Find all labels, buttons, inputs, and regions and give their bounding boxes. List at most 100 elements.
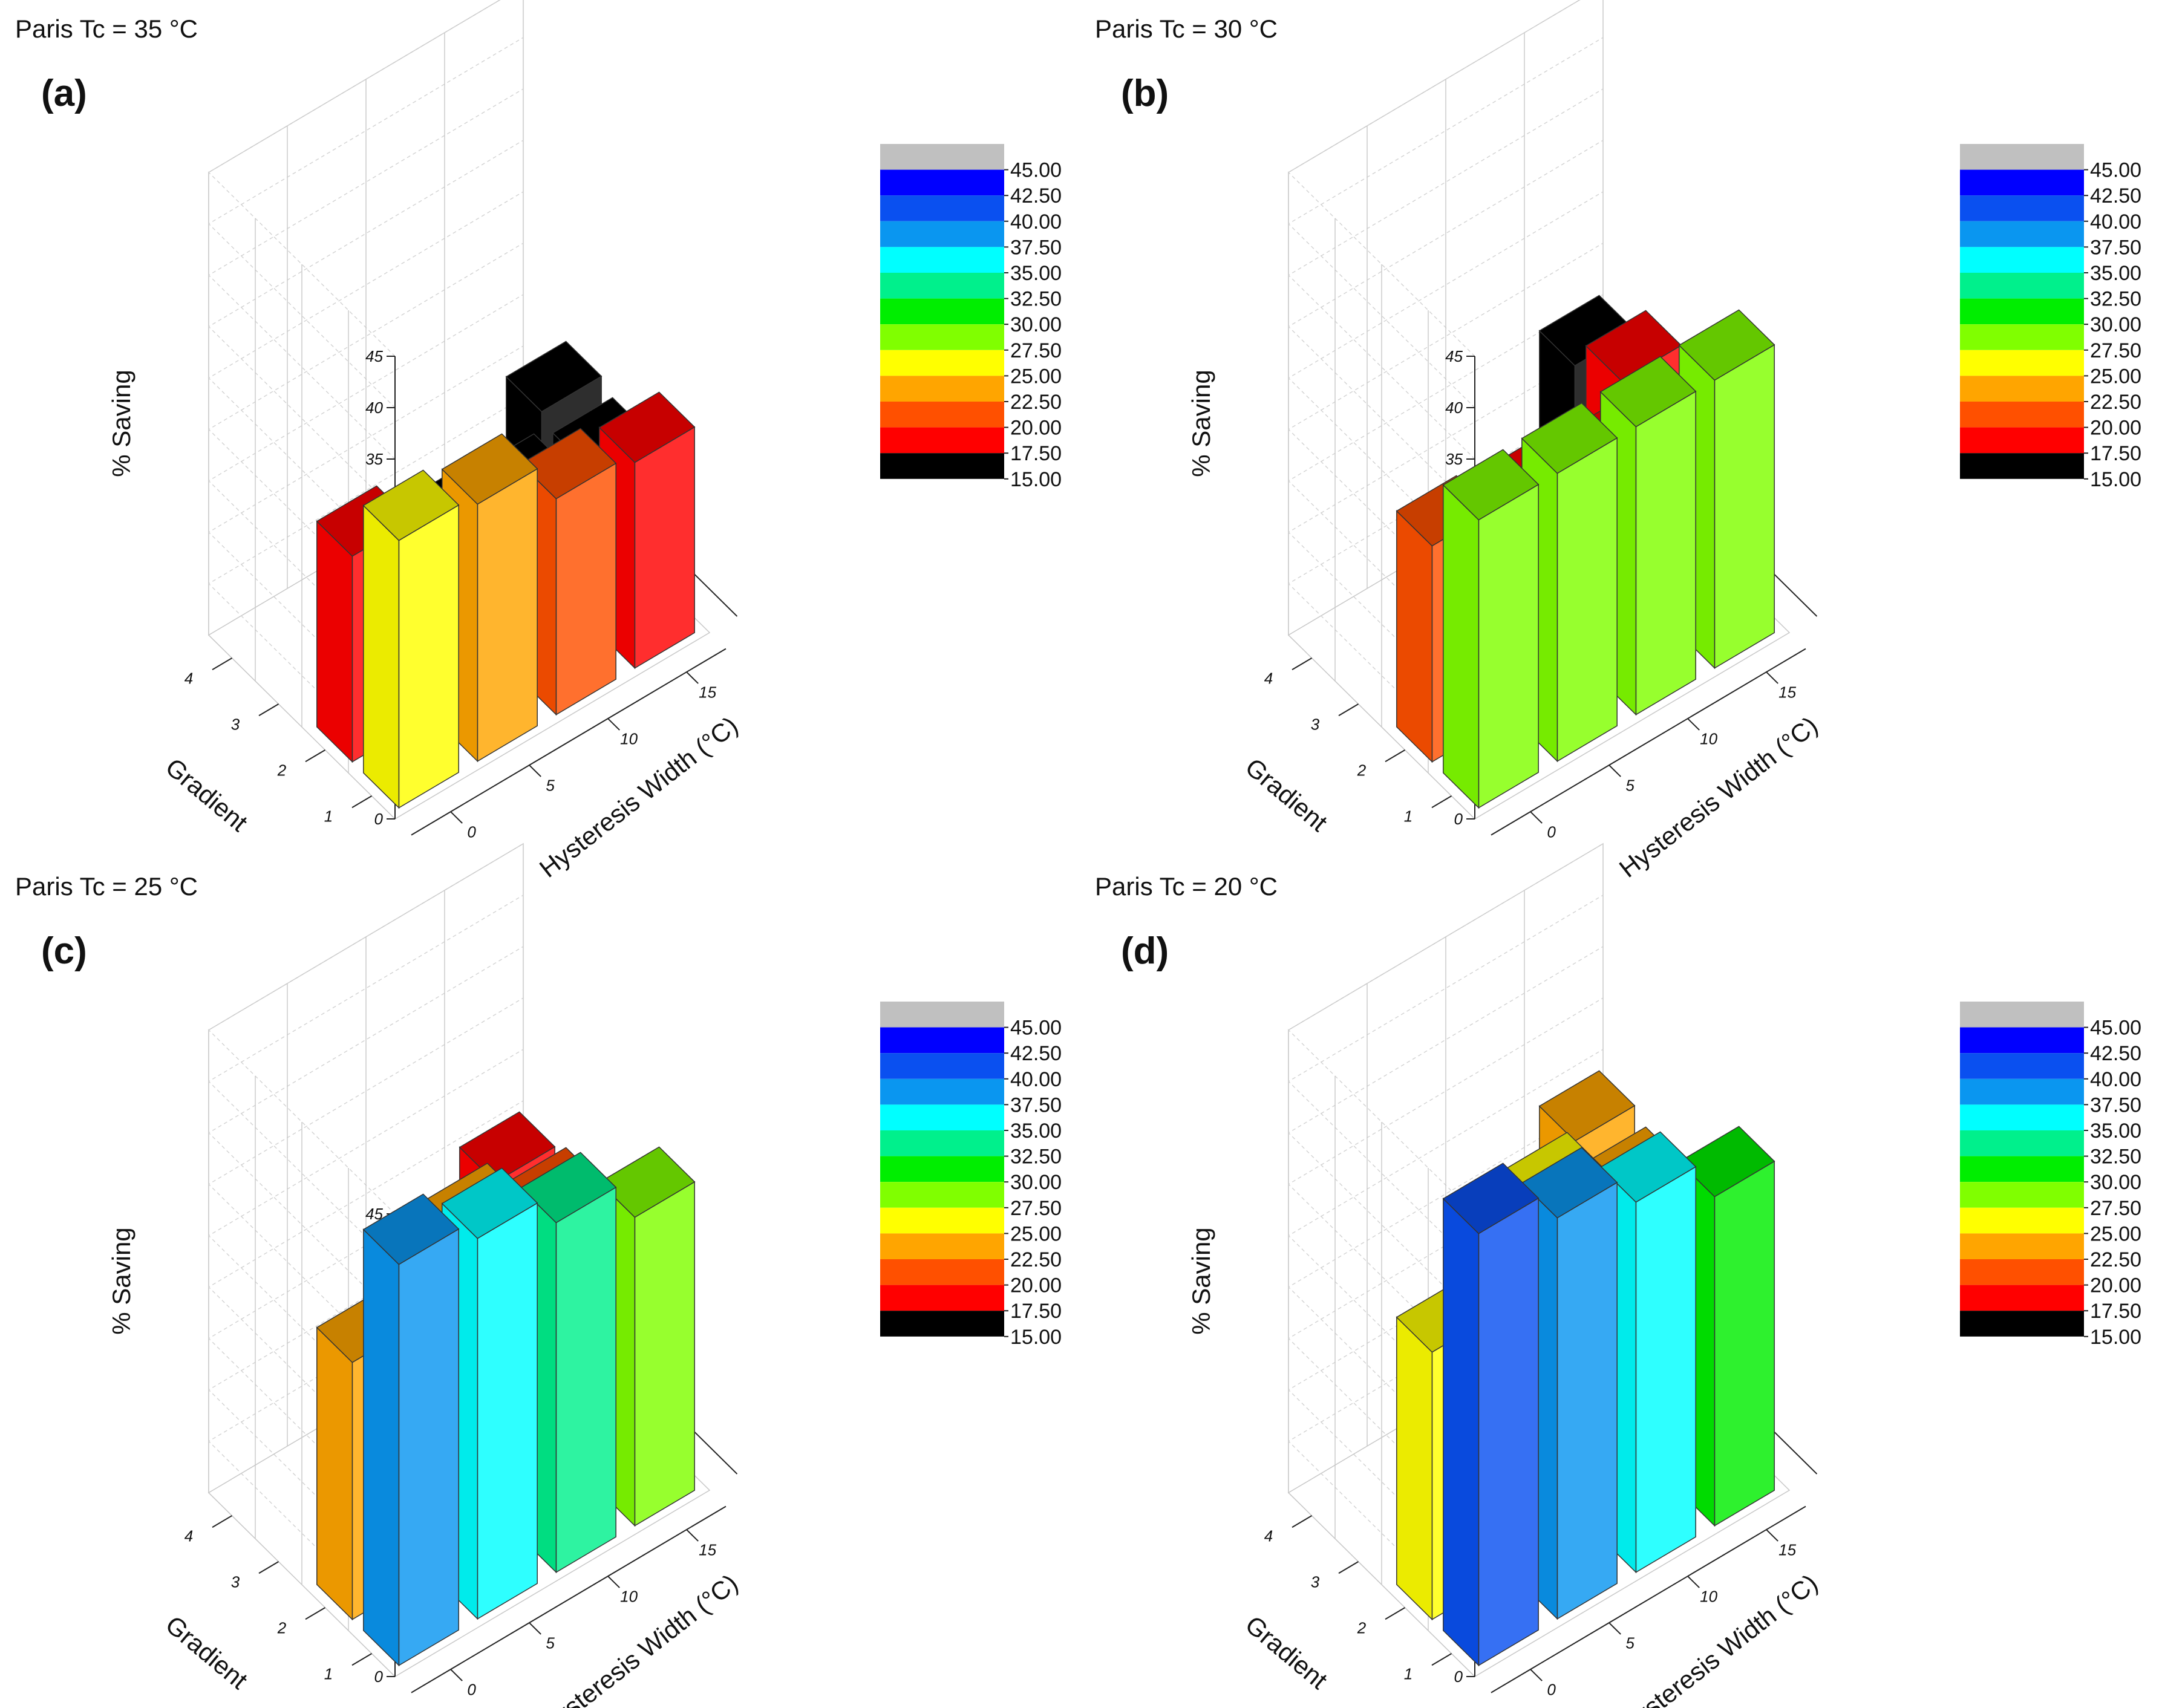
colorbar-swatch [1960, 1233, 2084, 1259]
gridline [207, 88, 524, 460]
bar-face-top [362, 469, 460, 541]
gradient-tick [212, 657, 233, 671]
colorbar-swatch [880, 1027, 1004, 1054]
colorbar-swatch [1960, 1182, 2084, 1208]
colorbar-label: 45.00 [2090, 159, 2141, 182]
gridline [207, 843, 524, 1214]
hysteresis-tick [1608, 764, 1621, 777]
hysteresis-tick-label: 5 [546, 1634, 555, 1652]
colorbar-swatch [1960, 1130, 2084, 1156]
bar-face-top [598, 1146, 696, 1218]
gradient-tick [305, 1607, 326, 1620]
colorbar-label: 35.00 [1010, 262, 1062, 285]
colorbar-label: 27.50 [2090, 339, 2141, 362]
bar-face-left [1556, 437, 1618, 762]
gridline [1287, 843, 1604, 1214]
colorbar-swatch [880, 1207, 1004, 1234]
colorbar-label: 32.50 [2090, 1146, 2141, 1169]
bar-face-right [1443, 484, 1480, 809]
panel-title: Paris Tc = 25 °C [15, 872, 198, 901]
colorbar-swatch [1960, 324, 2084, 350]
gradient-tick [212, 1515, 233, 1528]
hysteresis-tick-label: 10 [1700, 1587, 1717, 1605]
bar-face-right [316, 1326, 353, 1621]
gradient-axis-line [1491, 1505, 1806, 1693]
hysteresis-tick-label: 5 [546, 776, 555, 794]
bar-face-left [1714, 1160, 1775, 1527]
colorbar-label: 30.00 [1010, 1171, 1062, 1194]
colorbar-swatch [880, 1156, 1004, 1182]
bar-face-left [634, 426, 695, 669]
colorbar-swatch [880, 1233, 1004, 1259]
colorbar-swatch [1960, 402, 2084, 428]
gradient-tick-label: 3 [231, 1573, 240, 1591]
gridline [1287, 946, 1604, 1317]
bar-face-top [1678, 309, 1775, 381]
hysteresis-tick [529, 1622, 541, 1635]
colorbar-swatch [880, 1285, 1004, 1311]
panel-title: Paris Tc = 20 °C [1095, 872, 1278, 901]
colorbar-label: 37.50 [2090, 1094, 2141, 1116]
bar-face-top [441, 433, 538, 505]
z-axis-title: % Saving [1187, 1227, 1215, 1334]
bar-face-top [1521, 402, 1618, 474]
colorbar-swatch [1960, 427, 2084, 454]
bar-1-0 [362, 1193, 460, 1667]
bar-face-left [477, 468, 538, 762]
bar-1-0 [1442, 449, 1540, 809]
gridline [207, 997, 524, 1369]
colorbar-label: 32.50 [1010, 1146, 1062, 1169]
gradient-tick [258, 703, 279, 717]
bar-face-top [1599, 356, 1697, 428]
bar-face-right [1396, 1316, 1433, 1621]
gradient-tick-label: 4 [185, 669, 193, 687]
chart-panel-b: Paris Tc = 30 °C(b)051015202530354045% S… [1095, 0, 2141, 883]
bar-face-top [520, 1152, 617, 1224]
hysteresis-axis-title: Hysteresis Width (°C) [534, 1568, 743, 1708]
colorbar-swatch [880, 221, 1004, 247]
gridline [1287, 191, 1604, 562]
gradient-tick-label: 3 [231, 715, 240, 733]
hysteresis-tick-label: 0 [467, 823, 476, 841]
bar-face-left [1714, 344, 1775, 669]
bar-face-left [1478, 483, 1539, 809]
hysteresis-tick-label: 5 [1625, 1634, 1635, 1652]
hysteresis-tick-label: 15 [1778, 683, 1796, 701]
colorbar-label: 20.00 [2090, 1274, 2141, 1297]
colorbar-label: 45.00 [2090, 1017, 2141, 1040]
colorbar-swatch [1960, 247, 2084, 273]
panel-title: Paris Tc = 30 °C [1095, 15, 1278, 43]
colorbar-swatch [880, 169, 1004, 196]
hysteresis-tick-label: 15 [699, 683, 716, 701]
colorbar-label: 15.00 [2090, 1326, 2141, 1349]
colorbar-label: 30.00 [2090, 313, 2141, 336]
gradient-axis-line [1491, 648, 1806, 836]
gradient-tick-label: 1 [324, 807, 333, 825]
z-tick-label: 35 [365, 450, 383, 468]
colorbar-swatch [1960, 169, 2084, 196]
bar-face-right [316, 520, 353, 763]
gridline [207, 191, 524, 562]
colorbar-swatch [1960, 1104, 2084, 1130]
colorbar-label: 42.50 [2090, 1042, 2141, 1065]
z-tick-label: 40 [1445, 399, 1463, 417]
chart-panel-c: Paris Tc = 25 °C(c)051015202530354045% S… [15, 843, 1062, 1708]
colorbar-label: 17.50 [1010, 1300, 1062, 1323]
colorbar-swatch [880, 402, 1004, 428]
colorbar-label: 20.00 [1010, 417, 1062, 440]
hysteresis-tick-label: 5 [1625, 776, 1635, 794]
gradient-tick [1292, 1515, 1313, 1528]
colorbar-swatch [1960, 1027, 2084, 1054]
bar-face-top [1442, 1162, 1540, 1234]
hysteresis-tick-label: 0 [1547, 1680, 1556, 1698]
z-tick-label: 35 [1445, 450, 1463, 468]
colorbar-label: 40.00 [2090, 1068, 2141, 1091]
gradient-tick-label: 4 [1264, 669, 1273, 687]
colorbar-swatch [880, 1130, 1004, 1156]
panel-label: (b) [1121, 73, 1169, 114]
gridline [207, 946, 524, 1317]
colorbar-swatch [1960, 1002, 2084, 1028]
colorbar-label: 35.00 [2090, 1120, 2141, 1142]
gradient-tick [305, 749, 326, 763]
